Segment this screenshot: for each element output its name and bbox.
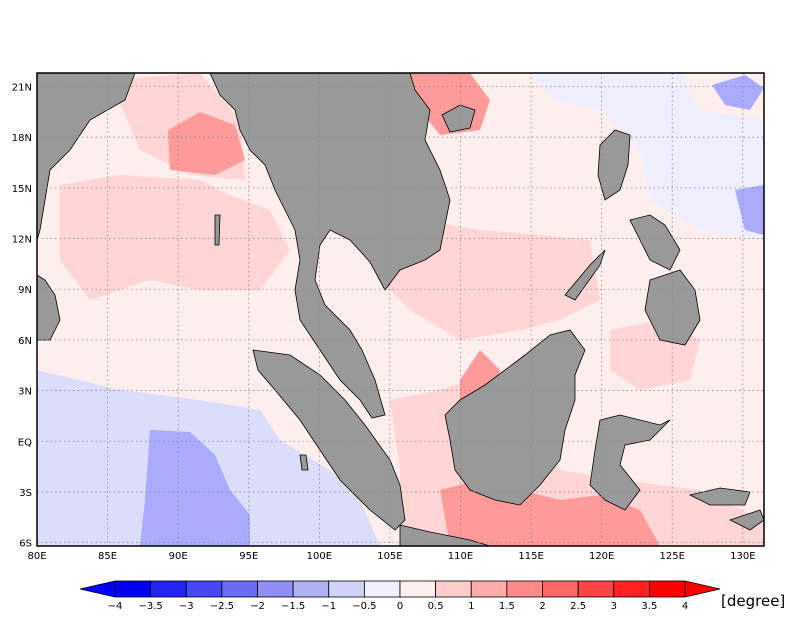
landmass-visayas xyxy=(629,214,681,271)
longitude-tick-label: 80E xyxy=(27,551,46,562)
colorbar-tick-label: 0 xyxy=(397,601,403,612)
landmass-hainan xyxy=(441,104,476,133)
anomaly-region-blue-ne-small xyxy=(712,75,764,110)
landmass-sulawesi xyxy=(589,414,671,511)
colorbar-swatch xyxy=(114,580,152,598)
colorbar: −4 −3.5 −3 −2.5 −2 −1.5 −1 −0.5 0 0.5 1 1.5 2 2.5 3 3.5… xyxy=(79,580,785,612)
colorbar-tick-label: −4 xyxy=(108,601,123,612)
colorbar-tick-label: −1.5 xyxy=(281,601,305,612)
colorbar-swatch xyxy=(185,580,223,598)
anomaly-region-pink-bay-of-bengal xyxy=(60,175,290,300)
colorbar-swatch xyxy=(363,580,401,598)
colorbar-units-label: [degree] xyxy=(721,592,785,610)
map-frame xyxy=(36,72,765,547)
colorbar-tick-label: −2 xyxy=(250,601,265,612)
colorbar-swatch xyxy=(292,580,330,598)
longitude-tick-label: 125E xyxy=(660,551,685,562)
landmass-luzon xyxy=(597,129,631,201)
colorbar-tick-label: −0.5 xyxy=(352,601,376,612)
longitude-tick-label: 110E xyxy=(448,551,473,562)
landmass-borneo xyxy=(444,329,586,506)
colorbar-tick-label: 0.5 xyxy=(428,601,444,612)
colorbar-swatch xyxy=(648,580,686,598)
anomaly-region-blue-east-small xyxy=(735,185,764,235)
landmass-sri-lanka xyxy=(37,274,61,341)
latitude-tick-label: 3N xyxy=(18,387,32,398)
longitude-tick-label: 105E xyxy=(377,551,402,562)
latitude-tick-label: 9N xyxy=(18,285,32,296)
latitude-tick-label: 18N xyxy=(12,133,32,144)
colorbar-under-arrow xyxy=(79,580,116,598)
longitude-tick-label: 100E xyxy=(307,551,332,562)
longitude-tick-label: 120E xyxy=(589,551,614,562)
latitude-tick-label: 6S xyxy=(19,539,32,550)
colorbar-swatch xyxy=(613,580,650,598)
latitude-tick-label: 15N xyxy=(12,184,32,195)
colorbar-tick-label: −2.5 xyxy=(210,601,234,612)
latitude-tick-label: 3S xyxy=(19,488,32,499)
colorbar-swatch xyxy=(399,580,437,598)
latitude-labels: 21N 18N 15N 12N 9N 6N 3N EQ 3S 6S xyxy=(12,83,32,550)
colorbar-swatch xyxy=(221,580,258,598)
colorbar-swatch xyxy=(328,580,365,598)
landmass-nicobar xyxy=(299,454,309,471)
latitude-tick-label: EQ xyxy=(18,437,32,448)
landmass-india xyxy=(37,73,136,241)
anomaly-region-light-blue-ne xyxy=(530,73,764,240)
longitude-tick-label: 90E xyxy=(169,551,188,562)
colorbar-swatch xyxy=(506,580,543,598)
anomaly-region-red-bay-of-bengal xyxy=(168,112,245,175)
colorbar-swatch xyxy=(435,580,472,598)
colorbar-tick-label: −3.5 xyxy=(138,601,162,612)
colorbar-tick-label: −1 xyxy=(321,601,336,612)
longitude-tick-label: 95E xyxy=(239,551,258,562)
landmass-timor xyxy=(728,509,764,531)
colorbar-over-arrow xyxy=(684,580,721,598)
colorbar-tick-label: 1 xyxy=(468,601,474,612)
landmass-andaman xyxy=(214,214,221,246)
colorbar-swatch xyxy=(577,580,615,598)
anomaly-region-blue-indian-ocean xyxy=(140,430,250,546)
colorbar-tick-label: 4 xyxy=(682,601,688,612)
colorbar-tick-label: 1.5 xyxy=(499,601,515,612)
landmass-palawan xyxy=(564,249,606,301)
latitude-tick-label: 21N xyxy=(12,83,32,94)
landmass-java xyxy=(399,524,491,546)
colorbar-tick-label: 2 xyxy=(539,601,545,612)
longitude-tick-label: 130E xyxy=(730,551,755,562)
colorbar-swatch xyxy=(470,580,508,598)
colorbar-swatch xyxy=(542,580,579,598)
colorbar-tick-label: 2.5 xyxy=(570,601,586,612)
longitude-labels: 80E 85E 90E 95E 100E 105E 110E 115E 120E 125E 130E xyxy=(27,551,755,562)
colorbar-tick-label: 3.5 xyxy=(641,601,657,612)
colorbar-tick-label: 3 xyxy=(611,601,617,612)
colorbar-tick-label: −3 xyxy=(179,601,194,612)
latitude-tick-label: 12N xyxy=(12,235,32,246)
longitude-tick-label: 115E xyxy=(518,551,543,562)
colorbar-swatch xyxy=(150,580,187,598)
longitude-tick-label: 85E xyxy=(98,551,117,562)
colorbar-swatch xyxy=(257,580,294,598)
latitude-tick-label: 6N xyxy=(18,336,32,347)
